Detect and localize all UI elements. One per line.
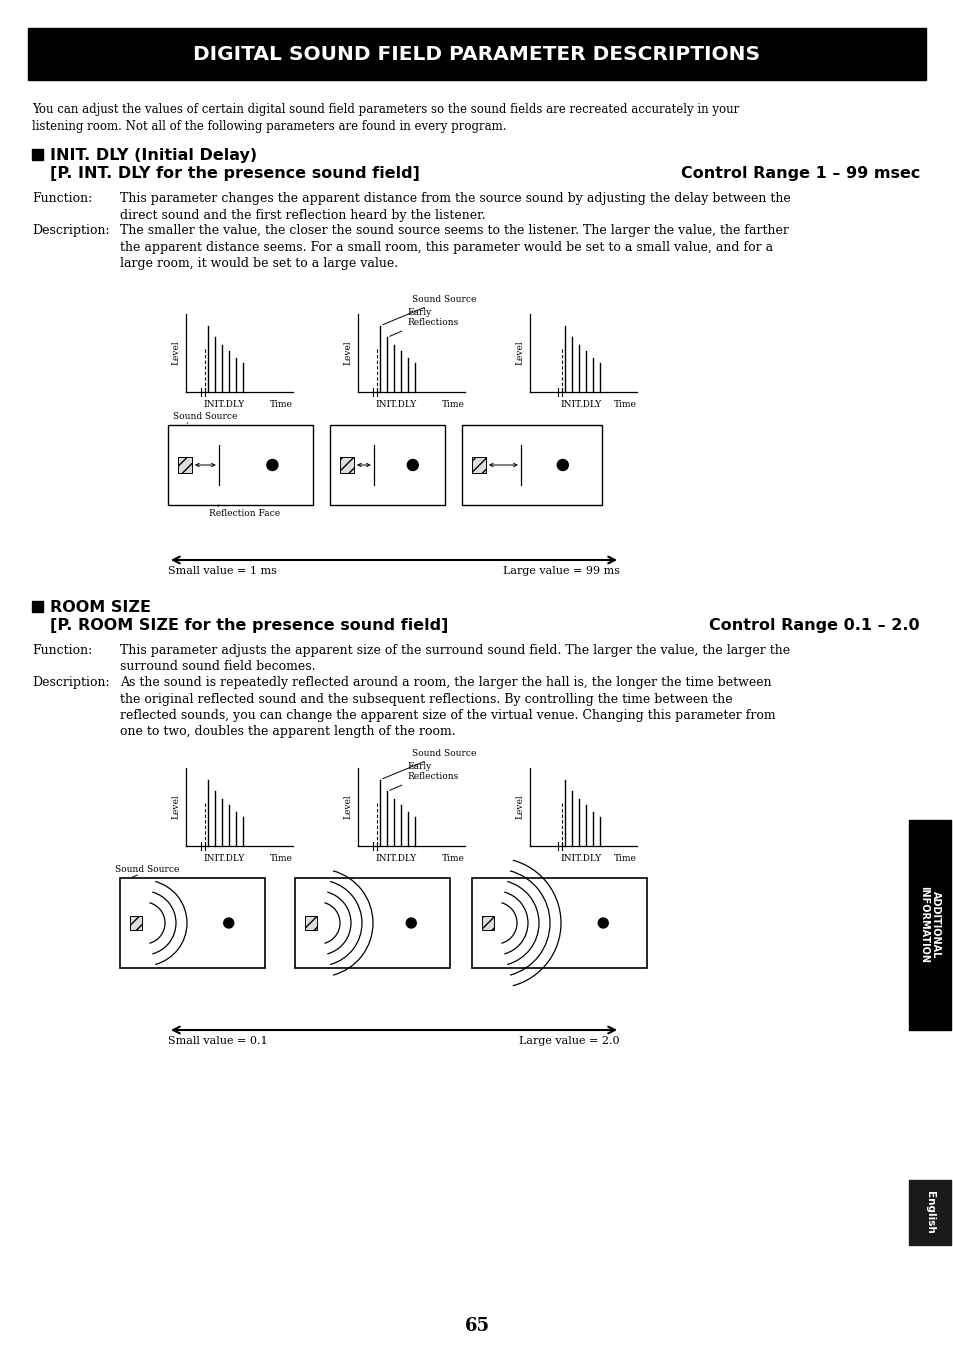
Text: INIT.DLY: INIT.DLY (203, 855, 244, 863)
Text: Function:: Function: (32, 191, 92, 205)
Text: ROOM SIZE: ROOM SIZE (50, 600, 151, 615)
Bar (130, 917, 142, 930)
Text: This parameter adjusts the apparent size of the surround sound field. The larger: This parameter adjusts the apparent size… (120, 644, 789, 674)
Text: Time: Time (270, 855, 293, 863)
Bar (339, 457, 354, 473)
Text: Time: Time (614, 400, 637, 408)
Text: English: English (924, 1192, 934, 1233)
Text: Sound Source: Sound Source (172, 412, 237, 421)
Text: Early
Reflections: Early Reflections (390, 762, 458, 790)
Text: Large value = 99 ms: Large value = 99 ms (502, 566, 619, 576)
Circle shape (407, 460, 417, 470)
Text: Level: Level (515, 795, 524, 820)
Text: INIT.DLY: INIT.DLY (559, 855, 600, 863)
Text: [P. INT. DLY for the presence sound field]: [P. INT. DLY for the presence sound fiel… (50, 166, 419, 181)
Text: This parameter changes the apparent distance from the source sound by adjusting : This parameter changes the apparent dist… (120, 191, 790, 221)
Text: Control Range 0.1 – 2.0: Control Range 0.1 – 2.0 (709, 617, 919, 634)
Text: DIGITAL SOUND FIELD PARAMETER DESCRIPTIONS: DIGITAL SOUND FIELD PARAMETER DESCRIPTIO… (193, 44, 760, 63)
Text: Small value = 1 ms: Small value = 1 ms (168, 566, 276, 576)
Text: Reflection Face: Reflection Face (209, 510, 279, 518)
Text: Time: Time (614, 855, 637, 863)
Text: You can adjust the values of certain digital sound field parameters so the sound: You can adjust the values of certain dig… (32, 102, 739, 133)
Text: Control Range 1 – 99 msec: Control Range 1 – 99 msec (679, 166, 919, 181)
Text: The smaller the value, the closer the sound source seems to the listener. The la: The smaller the value, the closer the so… (120, 224, 788, 270)
Bar (330, 425, 444, 506)
Text: Level: Level (515, 341, 524, 365)
Text: Level: Level (343, 341, 352, 365)
Bar (472, 457, 485, 473)
Bar (472, 878, 646, 968)
Text: Level: Level (172, 341, 180, 365)
Bar (908, 1180, 950, 1246)
Text: Time: Time (441, 855, 464, 863)
Text: Early
Reflections: Early Reflections (390, 307, 458, 336)
Text: Time: Time (270, 400, 293, 408)
Text: ADDITIONAL
INFORMATION: ADDITIONAL INFORMATION (918, 887, 941, 964)
Circle shape (267, 460, 277, 470)
Text: Small value = 0.1: Small value = 0.1 (168, 1037, 268, 1046)
Bar (305, 917, 316, 930)
Bar (32, 601, 43, 612)
Circle shape (598, 918, 608, 927)
Text: Large value = 2.0: Large value = 2.0 (518, 1037, 619, 1046)
Bar (28, 28, 925, 80)
Circle shape (557, 460, 568, 470)
Text: [P. ROOM SIZE for the presence sound field]: [P. ROOM SIZE for the presence sound fie… (50, 617, 448, 634)
Text: As the sound is repeatedly reflected around a room, the larger the hall is, the : As the sound is repeatedly reflected aro… (120, 675, 775, 739)
Text: Level: Level (172, 795, 180, 820)
Bar (908, 820, 950, 1030)
Circle shape (406, 918, 416, 927)
Bar (168, 425, 313, 506)
Text: Sound Source: Sound Source (115, 865, 179, 874)
Text: INIT.DLY: INIT.DLY (559, 400, 600, 408)
Text: Time: Time (441, 400, 464, 408)
Text: Function:: Function: (32, 644, 92, 656)
Bar (120, 878, 265, 968)
Text: INIT.DLY: INIT.DLY (203, 400, 244, 408)
Bar (178, 457, 192, 473)
Bar (32, 150, 43, 160)
Text: Description:: Description: (32, 224, 110, 237)
Text: INIT.DLY: INIT.DLY (375, 400, 416, 408)
Text: Sound Source: Sound Source (382, 748, 476, 779)
Bar (294, 878, 450, 968)
Text: Description:: Description: (32, 675, 110, 689)
Bar (461, 425, 601, 506)
Bar (481, 917, 494, 930)
Circle shape (224, 918, 233, 927)
Text: Sound Source: Sound Source (382, 295, 476, 325)
Text: Level: Level (343, 795, 352, 820)
Text: INIT. DLY (Initial Delay): INIT. DLY (Initial Delay) (50, 148, 257, 163)
Text: INIT.DLY: INIT.DLY (375, 855, 416, 863)
Text: 65: 65 (464, 1317, 489, 1335)
